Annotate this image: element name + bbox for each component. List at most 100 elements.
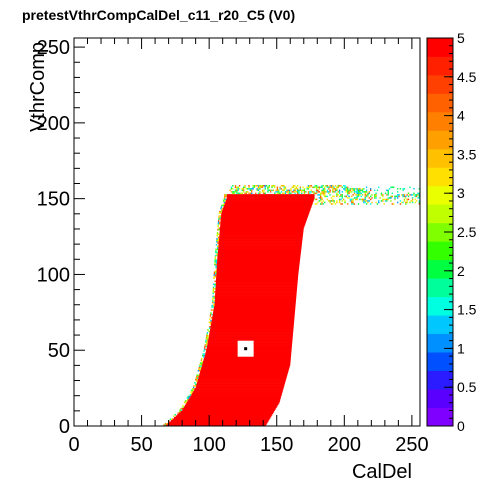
heatmap-row [214, 304, 296, 307]
heatmap-row [220, 225, 305, 228]
heatmap-cell [402, 201, 404, 204]
heatmap-cell [347, 189, 349, 192]
heatmap-cell [211, 304, 213, 307]
heatmap-cell [297, 191, 299, 193]
heatmap-row [204, 356, 291, 359]
heatmap-cell [252, 185, 254, 187]
heatmap-row [216, 268, 299, 271]
heatmap-cell [415, 195, 418, 198]
heatmap-cell [215, 269, 217, 272]
heatmap-cell [338, 195, 341, 198]
heatmap-cell [197, 369, 200, 372]
color-scale-band [427, 259, 453, 279]
heatmap-row [212, 316, 295, 319]
heatmap-cell [218, 216, 220, 219]
heatmap-row [215, 285, 298, 287]
heatmap-row [226, 197, 315, 199]
heatmap-cell [394, 195, 396, 198]
heatmap-cell [351, 200, 353, 202]
heatmap-cell [322, 192, 325, 195]
heatmap-cell [232, 192, 234, 195]
heatmap-row [189, 397, 281, 400]
heatmap-cell [413, 194, 415, 196]
heatmap-cell [283, 192, 285, 195]
heatmap-cell [359, 188, 361, 190]
heatmap-cell [324, 194, 326, 196]
heatmap-cell [234, 185, 237, 187]
heatmap-row [210, 327, 294, 330]
y-axis: 0 50 100 150 200 250 [37, 37, 85, 438]
heatmap-row [216, 272, 299, 275]
heatmap-cell [349, 198, 352, 201]
heatmap-cell [322, 188, 325, 190]
heatmap-cell [351, 203, 353, 205]
heatmap-cell [319, 192, 322, 195]
heatmap-cell [353, 192, 356, 195]
heatmap-cell [315, 189, 318, 192]
heatmap-cell [249, 188, 252, 190]
heatmap-cell [198, 368, 200, 370]
heatmap-cell [216, 248, 219, 251]
color-scale-band [427, 222, 453, 242]
heatmap-cell [280, 185, 283, 187]
heatmap-cell [274, 186, 276, 189]
heatmap-cell [317, 186, 319, 189]
heatmap-cell [251, 191, 253, 193]
heatmap-cell [313, 191, 315, 193]
heatmap-cell [338, 192, 341, 195]
heatmap-cell [215, 251, 217, 254]
color-scale-label: 4 [457, 108, 465, 124]
heatmap-cell [191, 391, 193, 393]
heatmap-cell [315, 203, 318, 205]
heatmap-cell [359, 189, 361, 192]
heatmap-cell [378, 200, 380, 202]
heatmap-cell [414, 194, 416, 196]
heatmap-row [197, 379, 286, 381]
heatmap-cell [205, 339, 207, 342]
heatmap-cell [365, 191, 368, 193]
heatmap-row [187, 400, 280, 403]
heatmap-cell [352, 188, 354, 190]
heatmap-row [220, 219, 307, 222]
heatmap-cell [367, 200, 369, 202]
heatmap-cell [402, 188, 404, 190]
heatmap-cell [200, 359, 203, 361]
heatmap-cell [382, 194, 384, 196]
heatmap-cell [337, 194, 339, 196]
heatmap-cell [340, 195, 342, 198]
heatmap-cell [183, 401, 186, 404]
heatmap-cell [333, 188, 335, 190]
heatmap-cell [317, 191, 319, 193]
heatmap-row [212, 313, 295, 316]
heatmap-cell [314, 192, 316, 195]
heatmap-cell [209, 313, 212, 316]
heatmap-cell [174, 413, 176, 416]
heatmap-cell [192, 389, 194, 392]
heatmap-cell [387, 192, 389, 195]
heatmap-cell [201, 360, 203, 363]
heatmap-row [196, 382, 286, 384]
heatmap-cell [397, 197, 399, 199]
heatmap-cell [284, 192, 287, 195]
color-scale-band [427, 111, 453, 131]
heatmap-cell [214, 254, 217, 257]
heatmap-cell [317, 201, 319, 204]
heatmap-cell [190, 391, 192, 393]
heatmap-cell [332, 195, 334, 198]
heatmap-row [208, 339, 293, 342]
heatmap-cell [186, 400, 188, 402]
heatmap-cell [303, 189, 306, 192]
heatmap-cell [384, 200, 387, 202]
heatmap-row [202, 360, 291, 363]
heatmap-cell [310, 189, 312, 192]
heatmap-cell [314, 185, 316, 187]
color-scale-band [427, 407, 453, 427]
heatmap-cell [171, 418, 173, 420]
heatmap-cell [333, 191, 335, 193]
heatmap-cell [386, 189, 388, 192]
heatmap-cell [257, 188, 260, 190]
heatmap-cell [322, 189, 325, 192]
heatmap-cell [326, 185, 329, 187]
color-scale-band [427, 74, 453, 94]
heatmap-cell [214, 260, 216, 263]
